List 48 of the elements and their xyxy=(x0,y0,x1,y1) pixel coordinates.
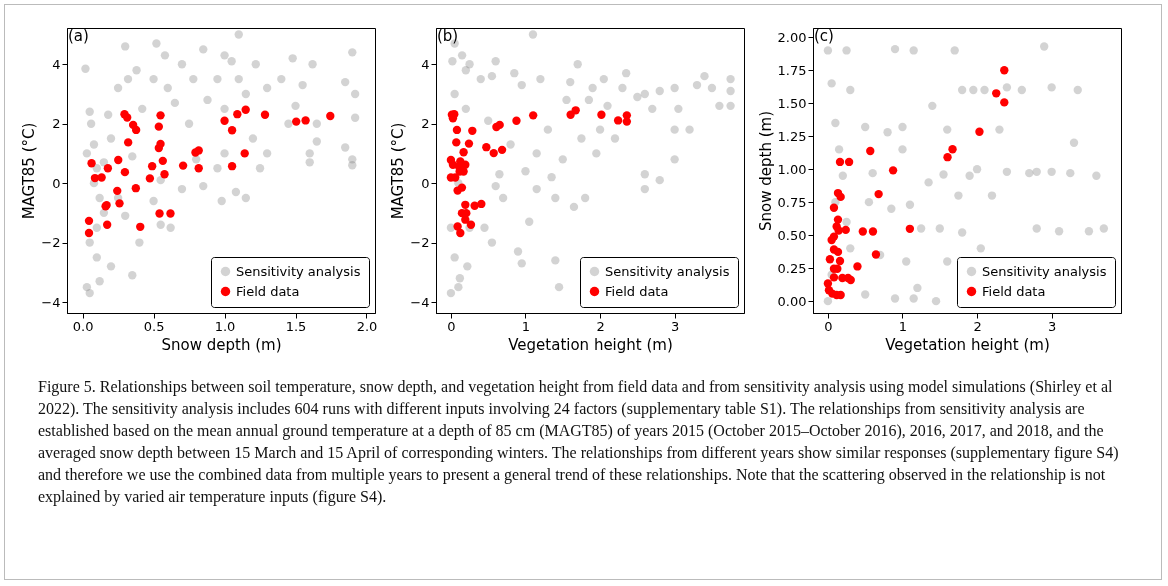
legend-label: Sensitivity analysis xyxy=(982,263,1107,279)
y-axis-title: MAGT85 (°C) xyxy=(20,122,39,220)
x-tick-label: 3 xyxy=(1048,318,1057,334)
y-tick-label: −4 xyxy=(41,294,61,310)
x-tick-label: 2.0 xyxy=(356,318,378,334)
x-tick-label: 1 xyxy=(521,318,531,334)
y-tick-label: −2 xyxy=(41,235,61,251)
y-tick-label: 0.00 xyxy=(777,293,807,309)
annotation: (a) xyxy=(68,27,89,45)
x-axis-title: Vegetation height (m) xyxy=(885,335,1050,354)
x-tick-label: 1.5 xyxy=(285,318,307,334)
y-tick-label: 0 xyxy=(421,175,430,191)
annotation: (c) xyxy=(814,27,834,45)
y-tick-label: −2 xyxy=(410,235,430,251)
y-axis-title: MAGT85 (°C) xyxy=(389,122,408,220)
y-tick-label: 1.50 xyxy=(777,95,807,111)
x-tick-label: 0 xyxy=(447,318,456,334)
legend-label: Field data xyxy=(605,283,669,299)
y-axis-title: Snow depth (m) xyxy=(756,111,775,231)
x-tick-label: 1.0 xyxy=(214,318,236,334)
x-tick-label: 3 xyxy=(671,318,680,334)
x-tick-label: 1 xyxy=(898,318,908,334)
y-tick-label: −4 xyxy=(410,294,430,310)
x-axis-title: Vegetation height (m) xyxy=(508,335,673,354)
x-tick-label: 0 xyxy=(824,318,833,334)
x-tick-label: 2 xyxy=(596,318,605,334)
caption: Figure 5. Relationships between soil temperature, snow depth, and vegetation height from field data and from sensitivity analysis using model simulations (Shirley et al 2022). The sensitivity analysis includes 604 runs with different inputs involving 24 factors (supplementary table S1). The relationships from sensitivity analysis are established based on the mean annual ground temperature at a depth of 85 cm (MAGT85) of years 2015 (October 2015–October 2016), 2016, 2017, and 2018, and the averaged snow depth between 15 March and 15 April of corresponding winters. The relationships from different years show similar responses (supplementary figure S4) and therefore we use the combined data from multiple years to present a general trend of these relationships. Note that the scattering observed in the relationship is not explained by varied air temperature inputs (figure S4). xyxy=(38,377,1120,508)
y-tick-label: 0.50 xyxy=(777,227,807,243)
legend-label: Field data xyxy=(982,283,1046,299)
x-tick-label: 0.5 xyxy=(143,318,165,334)
y-tick-label: 0 xyxy=(52,175,61,191)
annotation: (b) xyxy=(437,27,459,45)
y-tick-label: 2 xyxy=(421,116,430,132)
y-tick-label: 0.75 xyxy=(777,194,807,210)
legend-label: Sensitivity analysis xyxy=(605,263,730,279)
y-tick-label: 4 xyxy=(52,56,61,72)
x-tick-label: 0.0 xyxy=(72,318,94,334)
y-tick-label: 2 xyxy=(52,116,61,132)
y-tick-label: 1.75 xyxy=(777,62,807,78)
x-axis-title: Snow depth (m) xyxy=(161,335,282,354)
y-tick-label: 4 xyxy=(421,56,430,72)
y-tick-label: 2.00 xyxy=(777,29,807,45)
y-tick-label: 0.25 xyxy=(777,260,807,276)
y-tick-label: 1.25 xyxy=(777,128,807,144)
legend-label: Sensitivity analysis xyxy=(236,263,361,279)
y-tick-label: 1.00 xyxy=(777,161,807,177)
x-tick-label: 2 xyxy=(973,318,982,334)
legend-label: Field data xyxy=(236,283,300,299)
